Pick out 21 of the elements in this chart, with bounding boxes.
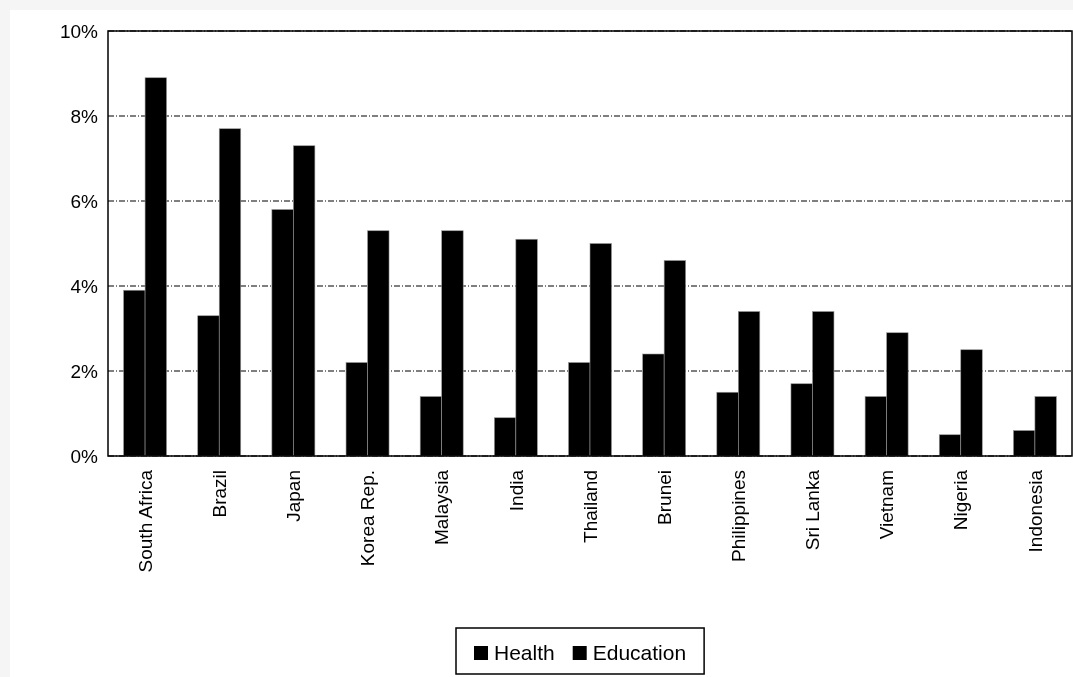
x-tick-label: Vietnam xyxy=(876,470,898,540)
y-tick-label: 6% xyxy=(70,190,99,212)
y-tick-label: 8% xyxy=(70,105,99,127)
y-tick-label: 0% xyxy=(70,445,99,467)
x-tick-label: Brunei xyxy=(653,470,675,525)
y-tick-label: 10% xyxy=(59,20,99,42)
legend-label: Education xyxy=(592,641,687,664)
x-tick-label: Indonesia xyxy=(1024,469,1046,553)
x-tick-label: Japan xyxy=(283,470,305,522)
x-tick-label: India xyxy=(505,469,527,512)
x-tick-label: Brazil xyxy=(208,470,230,518)
x-tick-label: Sri Lanka xyxy=(802,469,824,551)
y-tick-label: 2% xyxy=(70,360,99,382)
x-tick-label: Malaysia xyxy=(431,469,453,545)
x-tick-label: Korea Rep. xyxy=(357,470,379,567)
x-tick-label: South Africa xyxy=(134,469,156,573)
y-tick-label: 4% xyxy=(70,275,99,297)
legend-label: Health xyxy=(494,641,555,664)
x-tick-label: Nigeria xyxy=(950,469,972,531)
x-tick-label: Philippines xyxy=(727,470,749,562)
x-tick-label: Thailand xyxy=(579,470,601,543)
